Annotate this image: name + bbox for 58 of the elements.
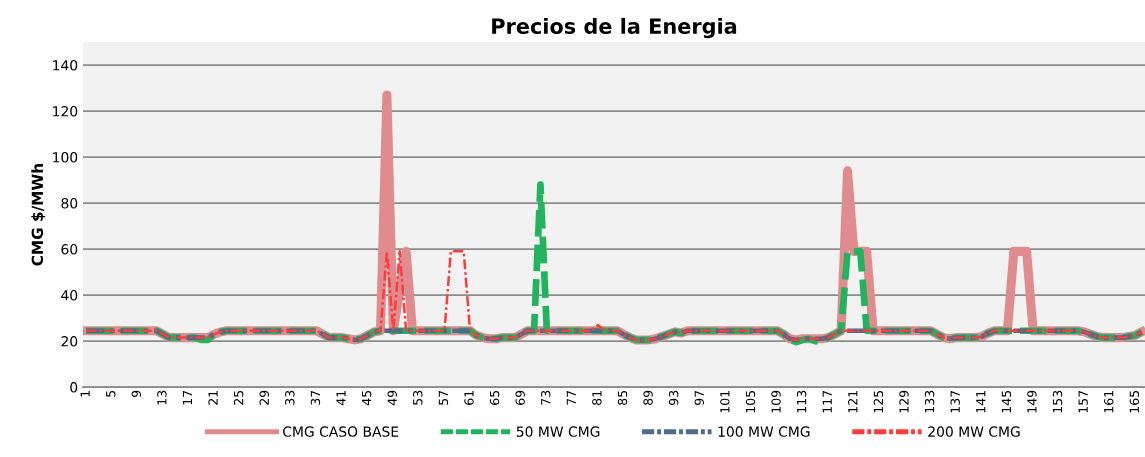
x-tick-label: 33 [285,390,295,405]
y-tick-label: 120 [53,106,78,117]
x-tick-label: 61 [464,391,474,405]
x-tick-label: 69 [515,390,525,405]
x-tick-label: 49 [387,390,397,406]
x-tick-label: 153 [1052,390,1063,413]
x-tick-label: 137 [950,390,960,413]
x-tick-label: 13 [157,390,167,405]
y-axis-title: CMG $/MWh [31,164,46,266]
x-tick-label: 93 [668,390,679,405]
x-tick-label: 161 [1103,391,1114,413]
y-tick-label: 100 [53,152,78,163]
x-tick-label: 17 [182,390,193,405]
x-tick-label: 73 [541,390,551,405]
x-tick-label: 1 [80,391,90,397]
x-tick-label: 45 [362,390,372,406]
x-tick-label: 77 [566,390,576,405]
x-tick-label: 97 [694,390,704,405]
legend-label: CMG CASO BASE [283,426,399,437]
x-tick-label: 5 [106,390,116,397]
x-tick-label: 121 [848,391,858,413]
x-tick-label: 37 [310,390,321,405]
x-tick-label: 25 [233,390,244,405]
x-tick-label: 101 [720,391,730,413]
legend-label: 50 MW CMG [516,426,600,437]
x-tick-label: 57 [438,390,449,405]
y-tick-label: 40 [61,290,78,301]
x-tick-label: 141 [976,391,986,413]
x-tick-label: 109 [771,390,781,413]
x-tick-label: 53 [413,390,423,405]
x-tick-label: 165 [1129,390,1140,413]
x-tick-label: 129 [899,390,909,413]
y-tick-label: 20 [61,336,78,347]
x-tick-label: 133 [924,390,935,413]
x-tick-label: 21 [208,391,218,405]
y-tick-label: 80 [61,198,78,209]
x-tick-label: 65 [489,390,500,405]
x-tick-label: 41 [336,391,346,406]
line-series [84,250,1144,342]
legend-label: 200 MW CMG [928,426,1020,437]
x-tick-label: 157 [1078,390,1088,413]
x-tick-label: 145 [1001,390,1012,413]
x-tick-label: 85 [617,390,628,405]
x-tick-label: 29 [259,390,269,405]
x-tick-label: 117 [822,390,832,413]
legend-label: 100 MW CMG [718,426,810,437]
x-tick-label: 105 [745,390,756,413]
y-tick-label: 60 [61,244,78,255]
line-series [83,328,1145,343]
x-tick-label: 81 [592,391,602,405]
x-tick-label: 125 [873,390,884,413]
chart-title: Precios de la Energia [492,17,737,39]
x-tick-label: 9 [131,390,142,398]
x-tick-label: 149 [1027,390,1037,413]
x-tick-label: 89 [643,390,653,405]
y-tick-label: 0 [70,382,78,393]
x-tick-label: 113 [796,390,807,413]
y-tick-label: 140 [53,60,78,71]
